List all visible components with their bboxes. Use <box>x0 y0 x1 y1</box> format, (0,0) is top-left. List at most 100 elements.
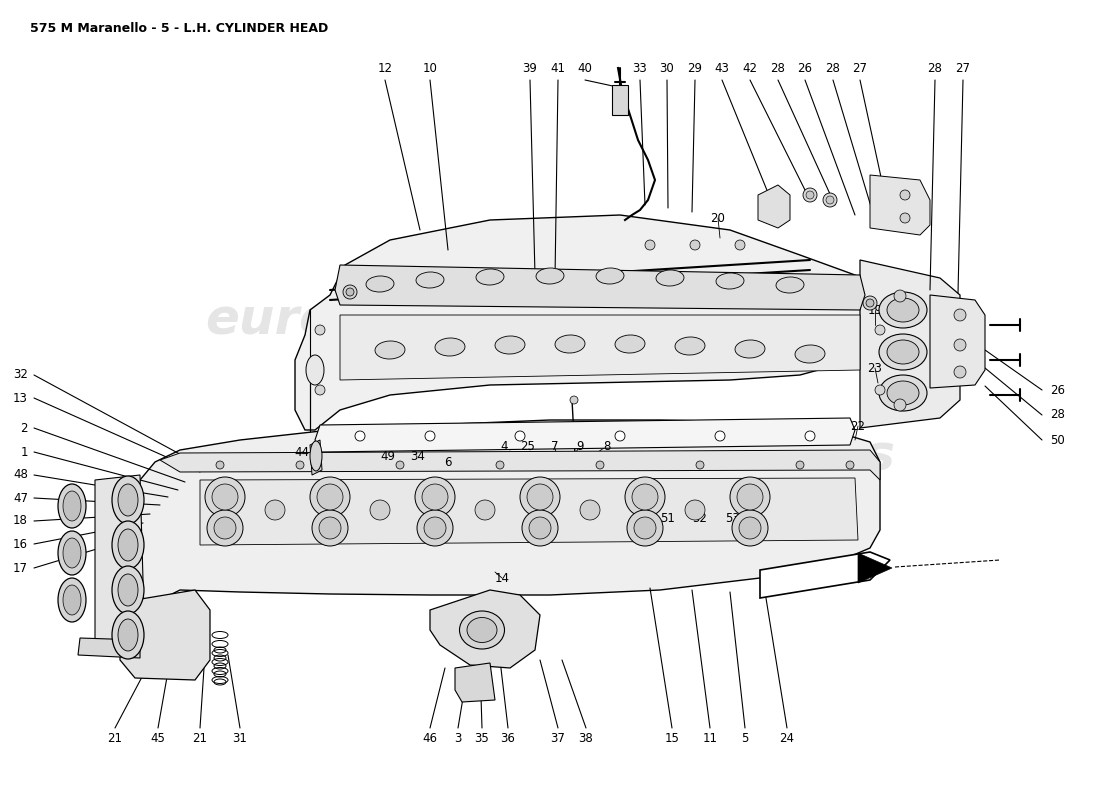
Circle shape <box>265 500 285 520</box>
Circle shape <box>515 431 525 441</box>
Circle shape <box>417 510 453 546</box>
Text: 17: 17 <box>13 562 28 574</box>
Polygon shape <box>78 638 140 658</box>
Circle shape <box>355 431 365 441</box>
Polygon shape <box>870 175 930 235</box>
Circle shape <box>310 477 350 517</box>
Circle shape <box>732 510 768 546</box>
Circle shape <box>520 477 560 517</box>
Text: 48: 48 <box>13 469 28 482</box>
Text: 3: 3 <box>454 731 462 745</box>
Ellipse shape <box>112 521 144 569</box>
Text: 34: 34 <box>410 450 426 462</box>
Text: 20: 20 <box>711 211 725 225</box>
Text: 16: 16 <box>13 538 28 550</box>
Circle shape <box>866 299 874 307</box>
Polygon shape <box>860 260 960 428</box>
Polygon shape <box>455 663 495 702</box>
Ellipse shape <box>476 269 504 285</box>
Circle shape <box>317 484 343 510</box>
Polygon shape <box>430 590 540 668</box>
Circle shape <box>954 309 966 321</box>
Text: 13: 13 <box>13 391 28 405</box>
Ellipse shape <box>58 578 86 622</box>
Polygon shape <box>160 450 880 480</box>
Text: 2: 2 <box>21 422 28 434</box>
Text: 22: 22 <box>850 419 866 433</box>
Text: 8: 8 <box>603 439 611 453</box>
Circle shape <box>737 484 763 510</box>
Text: 9: 9 <box>576 439 584 453</box>
Text: 46: 46 <box>422 731 438 745</box>
Circle shape <box>685 500 705 520</box>
Ellipse shape <box>615 335 645 353</box>
Text: 38: 38 <box>579 731 593 745</box>
Ellipse shape <box>118 574 138 606</box>
Text: 21: 21 <box>108 731 122 745</box>
Circle shape <box>796 461 804 469</box>
Polygon shape <box>336 265 865 310</box>
Circle shape <box>315 385 324 395</box>
Ellipse shape <box>776 277 804 293</box>
Ellipse shape <box>675 337 705 355</box>
Circle shape <box>496 461 504 469</box>
Circle shape <box>805 431 815 441</box>
Circle shape <box>424 517 446 539</box>
Ellipse shape <box>887 298 918 322</box>
Circle shape <box>632 484 658 510</box>
Polygon shape <box>95 475 145 650</box>
Text: 39: 39 <box>522 62 538 74</box>
Circle shape <box>529 517 551 539</box>
Ellipse shape <box>63 585 81 615</box>
Ellipse shape <box>118 619 138 651</box>
Circle shape <box>625 477 666 517</box>
Circle shape <box>864 296 877 310</box>
Polygon shape <box>340 315 860 380</box>
Polygon shape <box>858 553 892 583</box>
Circle shape <box>370 500 390 520</box>
Circle shape <box>826 196 834 204</box>
Ellipse shape <box>112 611 144 659</box>
Circle shape <box>296 461 304 469</box>
Circle shape <box>739 517 761 539</box>
Circle shape <box>212 484 238 510</box>
Text: 43: 43 <box>715 62 729 74</box>
Circle shape <box>343 285 358 299</box>
Circle shape <box>615 431 625 441</box>
Circle shape <box>596 461 604 469</box>
Text: 29: 29 <box>688 62 703 74</box>
Ellipse shape <box>460 611 505 649</box>
Ellipse shape <box>118 529 138 561</box>
Circle shape <box>205 477 245 517</box>
Text: 36: 36 <box>500 611 516 625</box>
Circle shape <box>806 191 814 199</box>
Text: 30: 30 <box>660 62 674 74</box>
Text: 26: 26 <box>1050 383 1065 397</box>
Text: 28: 28 <box>927 62 943 74</box>
Ellipse shape <box>656 270 684 286</box>
Text: eurospares: eurospares <box>579 432 895 480</box>
Ellipse shape <box>63 538 81 568</box>
Text: 47: 47 <box>13 491 28 505</box>
Ellipse shape <box>375 341 405 359</box>
Circle shape <box>954 339 966 351</box>
Text: 40: 40 <box>578 62 593 74</box>
Text: 11: 11 <box>703 731 717 745</box>
Circle shape <box>425 431 435 441</box>
Text: 4: 4 <box>500 439 508 453</box>
Circle shape <box>900 190 910 200</box>
Ellipse shape <box>118 484 138 516</box>
Circle shape <box>715 431 725 441</box>
Text: 18: 18 <box>13 514 28 527</box>
Circle shape <box>954 366 966 378</box>
Ellipse shape <box>112 476 144 524</box>
Text: 35: 35 <box>474 731 490 745</box>
Text: 7: 7 <box>551 439 559 453</box>
Polygon shape <box>200 478 858 545</box>
Circle shape <box>803 188 817 202</box>
Text: 32: 32 <box>13 369 28 382</box>
Text: 27: 27 <box>956 62 970 74</box>
Circle shape <box>874 325 886 335</box>
Circle shape <box>874 385 886 395</box>
Text: 53: 53 <box>725 511 739 525</box>
